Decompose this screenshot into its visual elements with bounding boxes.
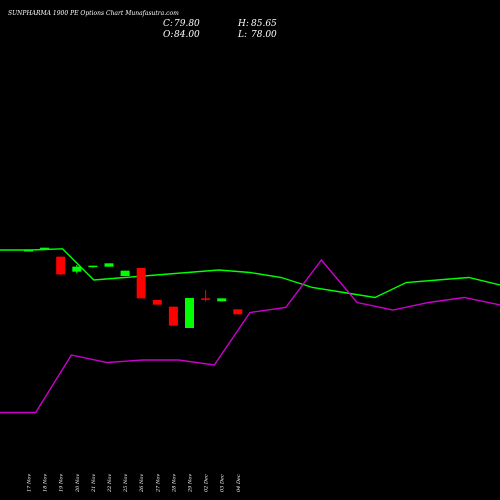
open-value: 84.00 — [174, 30, 200, 40]
x-tick-label: 27 Nov — [155, 474, 161, 493]
low-label: L: — [237, 30, 247, 40]
overlay-line-1 — [0, 248, 500, 299]
x-tick-label: 25 Nov — [123, 474, 129, 493]
x-tick-label: 03 Dec — [220, 474, 226, 492]
candle-body — [136, 268, 146, 299]
candle — [104, 263, 114, 267]
high-value: 85.65 — [251, 19, 277, 29]
candle — [185, 298, 194, 328]
candle-body — [88, 265, 98, 268]
candle-body — [233, 309, 243, 315]
candle-body — [24, 250, 33, 252]
candle-body — [201, 298, 211, 300]
candle-body — [72, 266, 82, 272]
candle-body — [56, 256, 66, 275]
candle — [201, 290, 211, 302]
x-tick-label: 22 Nov — [107, 474, 113, 493]
candle-body — [168, 306, 178, 326]
x-tick-label: 04 Dec — [236, 474, 242, 492]
candle — [233, 309, 243, 315]
high-label: H: — [237, 19, 249, 29]
candle — [152, 300, 162, 305]
x-tick-label: 29 Nov — [188, 474, 194, 493]
candle — [88, 265, 98, 268]
x-tick-label: 19 Nov — [59, 474, 65, 492]
candle-body — [152, 300, 162, 305]
candle-body — [40, 247, 50, 250]
chart-title: SUNPHARMA 1900 PE Options Chart Munafasu… — [8, 10, 179, 17]
x-tick-label: 20 Nov — [75, 474, 81, 493]
close-label: C: — [163, 19, 173, 29]
candle — [24, 249, 33, 252]
open-label: O: — [163, 30, 173, 40]
x-tick-label: 18 Nov — [43, 474, 49, 492]
candle-body — [120, 270, 130, 276]
candles — [24, 247, 243, 328]
x-tick-label: 21 Nov — [91, 474, 97, 493]
candle — [136, 268, 146, 299]
candle-body — [104, 263, 114, 267]
candle — [168, 306, 178, 326]
candle — [120, 270, 130, 276]
candle-body — [217, 298, 227, 302]
low-value: 78.00 — [251, 30, 277, 40]
x-tick-label: 02 Dec — [204, 474, 210, 492]
candle — [72, 265, 82, 274]
x-tick-label: 28 Nov — [171, 474, 177, 493]
overlay-line-2 — [0, 258, 500, 414]
close-value: 79.80 — [174, 19, 200, 29]
candle — [56, 256, 66, 275]
x-tick-label: 26 Nov — [139, 474, 145, 493]
overlay-lines — [0, 248, 500, 414]
candle — [40, 247, 50, 250]
x-tick-label: 17 Nov — [27, 474, 33, 492]
x-axis: 17 Nov 18 Nov 19 Nov 20 Nov 21 Nov 22 Nov 25 N… — [27, 474, 242, 493]
candle — [217, 298, 227, 302]
candle-body — [185, 298, 194, 328]
